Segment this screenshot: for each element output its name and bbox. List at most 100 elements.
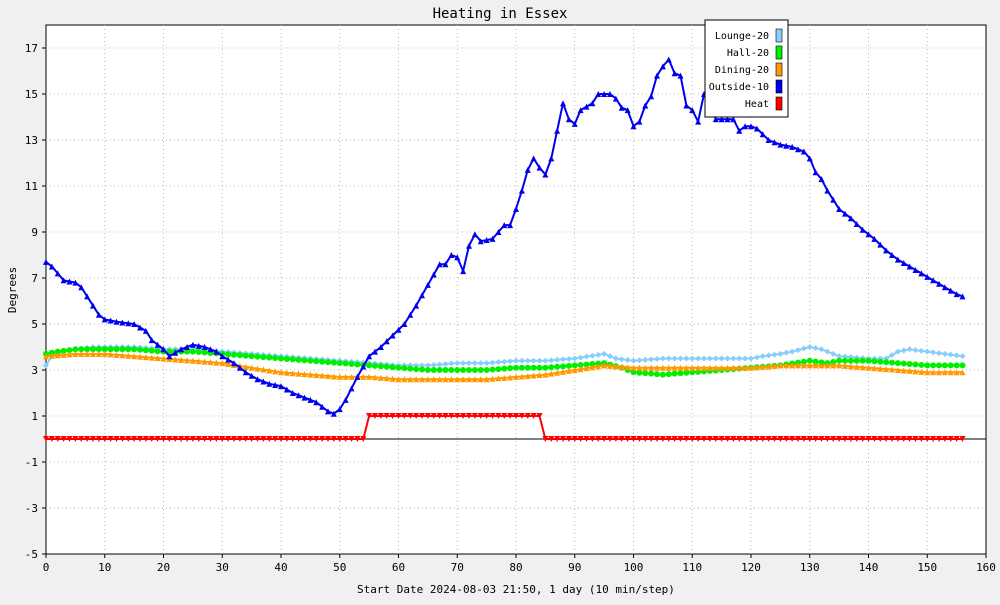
data-point xyxy=(936,350,942,357)
data-point xyxy=(912,347,919,354)
data-point xyxy=(448,413,455,419)
data-point xyxy=(54,348,61,355)
data-point xyxy=(930,362,937,369)
data-point xyxy=(648,436,655,442)
data-point xyxy=(701,436,707,442)
y-tick-label: -5 xyxy=(25,548,38,561)
data-point xyxy=(548,436,555,442)
data-point xyxy=(160,355,167,362)
data-point xyxy=(60,351,67,358)
data-point xyxy=(912,436,919,442)
data-point xyxy=(571,355,578,362)
data-point xyxy=(683,355,690,362)
data-point xyxy=(941,369,948,376)
data-point xyxy=(853,363,860,370)
data-point xyxy=(771,139,778,146)
data-point xyxy=(941,350,948,357)
data-point xyxy=(518,357,525,364)
data-point xyxy=(630,364,637,371)
data-point xyxy=(565,362,572,369)
data-point xyxy=(894,256,901,263)
data-point xyxy=(730,116,737,123)
data-point xyxy=(354,436,361,442)
data-point xyxy=(836,353,843,360)
x-tick-label: 110 xyxy=(682,561,702,574)
data-point xyxy=(571,120,578,127)
data-point xyxy=(824,362,831,369)
data-point xyxy=(377,413,384,419)
data-point xyxy=(748,364,754,371)
data-point xyxy=(571,367,578,373)
data-point xyxy=(577,366,584,373)
data-point xyxy=(548,370,555,377)
data-point xyxy=(142,436,149,442)
data-point xyxy=(618,356,625,363)
data-point xyxy=(436,376,443,383)
data-point xyxy=(477,238,484,245)
data-point xyxy=(248,372,255,379)
data-point xyxy=(836,436,843,442)
data-point xyxy=(695,355,702,362)
legend-item: Outside-10 xyxy=(709,79,783,94)
data-point xyxy=(184,357,190,364)
data-point xyxy=(389,364,396,371)
data-point xyxy=(624,364,631,371)
data-point xyxy=(536,413,543,419)
data-point xyxy=(236,436,243,442)
data-point xyxy=(231,351,237,358)
data-point xyxy=(60,347,67,354)
data-point xyxy=(765,436,772,442)
data-point xyxy=(172,356,179,363)
data-point xyxy=(748,123,754,130)
data-point xyxy=(307,396,314,403)
data-point xyxy=(565,355,572,362)
data-point xyxy=(160,346,167,353)
x-tick-label: 130 xyxy=(800,561,820,574)
data-point xyxy=(272,436,279,442)
data-point xyxy=(689,364,696,371)
data-point xyxy=(783,362,790,369)
data-point xyxy=(113,346,120,353)
data-point xyxy=(489,235,496,242)
data-point xyxy=(912,368,919,375)
data-point xyxy=(695,436,702,442)
legend-swatch xyxy=(775,28,783,43)
data-point xyxy=(648,356,655,363)
data-point xyxy=(589,364,596,371)
data-point xyxy=(683,369,690,376)
data-point xyxy=(430,413,437,419)
data-point xyxy=(366,373,373,380)
data-point xyxy=(90,302,96,309)
data-point xyxy=(689,107,696,114)
data-point xyxy=(654,355,660,362)
data-point xyxy=(842,210,848,217)
data-point xyxy=(889,359,895,366)
data-point xyxy=(830,196,837,203)
data-point xyxy=(871,436,878,442)
data-point xyxy=(189,436,196,442)
data-point xyxy=(219,360,226,367)
data-point xyxy=(424,281,431,288)
y-tick-label: -3 xyxy=(25,502,38,515)
data-point xyxy=(419,366,425,373)
data-point xyxy=(565,436,572,442)
data-point xyxy=(178,356,185,363)
data-point xyxy=(671,436,678,442)
data-point xyxy=(718,116,725,123)
data-point xyxy=(530,364,537,371)
data-point xyxy=(166,436,173,442)
data-point xyxy=(131,321,138,327)
data-point xyxy=(847,215,854,222)
data-point xyxy=(736,364,743,371)
data-point xyxy=(636,364,643,371)
data-point xyxy=(918,368,925,375)
data-point xyxy=(842,357,848,364)
data-point xyxy=(278,355,284,362)
data-point xyxy=(125,352,132,359)
data-point xyxy=(342,373,349,380)
data-point xyxy=(148,347,155,354)
data-point xyxy=(430,367,437,373)
legend-item: Dining-20 xyxy=(715,62,783,77)
data-point xyxy=(248,353,255,360)
data-point xyxy=(618,436,625,442)
